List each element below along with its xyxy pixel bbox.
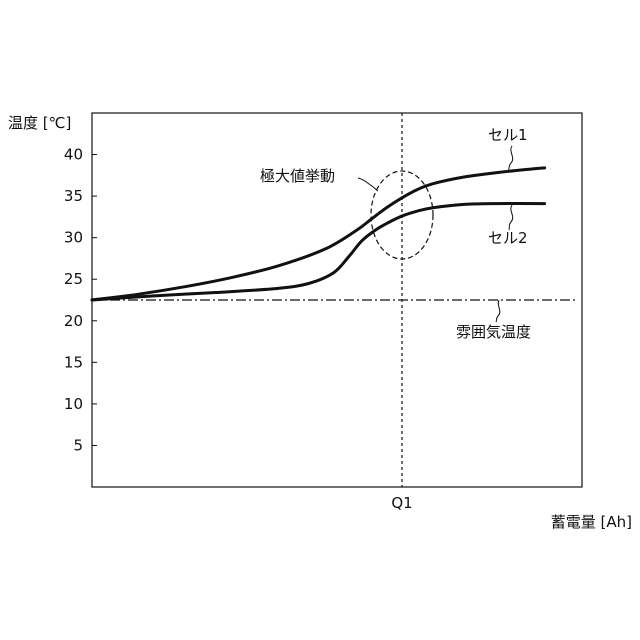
- leader-max-behavior: [358, 178, 378, 191]
- leader-ambient: [496, 300, 500, 322]
- x-axis-ticks: Q1: [391, 494, 412, 512]
- x-axis-title: 蓄電量 [Ah]: [551, 513, 632, 531]
- y-axis-title: 温度 [℃]: [8, 114, 71, 132]
- annotation-max-behavior: 極大値挙動: [260, 167, 335, 185]
- y-tick-label: 35: [64, 187, 83, 205]
- y-tick-label: 25: [64, 270, 83, 288]
- leader-cell2: [509, 205, 513, 230]
- annotation-ambient: 雰囲気温度: [456, 323, 531, 341]
- x-tick-label: Q1: [391, 494, 412, 512]
- annotations: 極大値挙動 セル1 セル2 雰囲気温度: [260, 126, 531, 341]
- y-tick-label: 15: [64, 353, 83, 371]
- y-tick-label: 10: [64, 395, 83, 413]
- annotation-cell2: セル2: [488, 229, 528, 247]
- leader-cell1: [508, 146, 513, 171]
- y-tick-label: 40: [64, 146, 83, 164]
- annotation-cell1: セル1: [488, 126, 528, 144]
- y-tick-label: 30: [64, 229, 83, 247]
- y-tick-label: 20: [64, 312, 83, 330]
- y-tick-label: 5: [73, 436, 83, 454]
